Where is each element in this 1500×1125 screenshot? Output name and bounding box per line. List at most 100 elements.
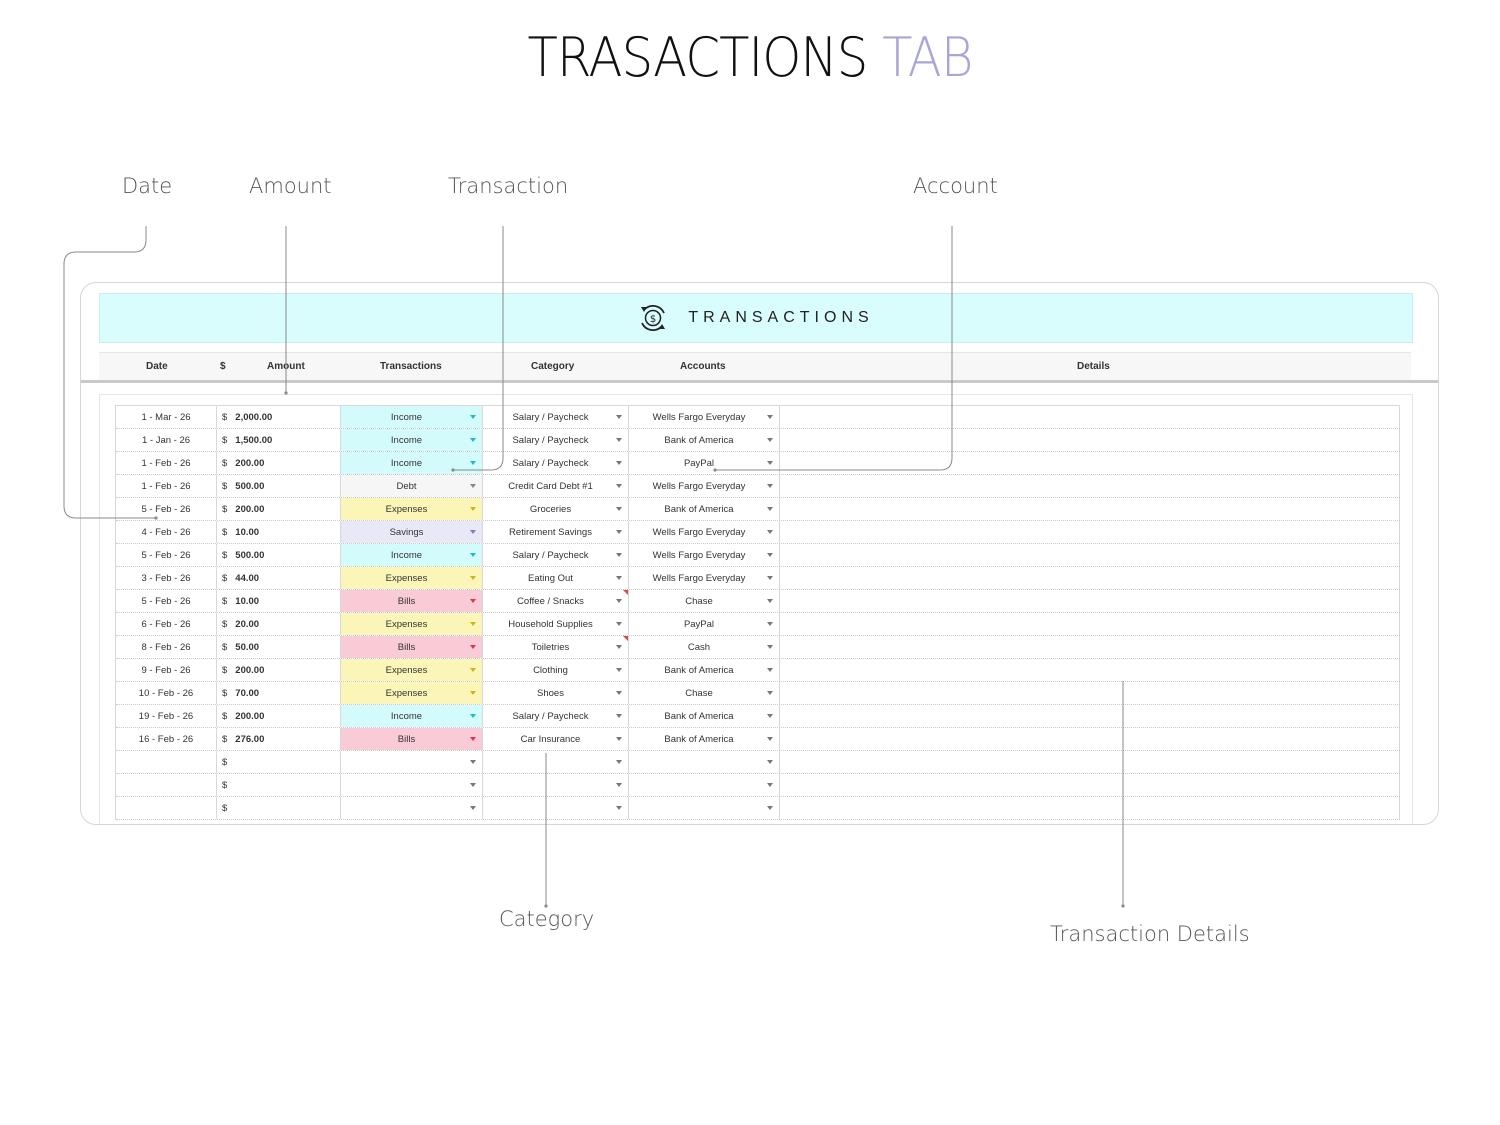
- amount-cell[interactable]: $44.00: [217, 567, 341, 589]
- details-cell[interactable]: [780, 705, 1400, 727]
- date-cell[interactable]: [116, 797, 217, 819]
- dropdown-caret-icon[interactable]: [616, 645, 622, 649]
- transaction-type-dropdown[interactable]: [341, 751, 483, 773]
- amount-cell[interactable]: $200.00: [217, 705, 341, 727]
- date-cell[interactable]: 1 - Mar - 26: [116, 406, 217, 428]
- dropdown-caret-icon[interactable]: [470, 806, 476, 810]
- category-dropdown[interactable]: Toiletries: [483, 636, 629, 658]
- transaction-type-dropdown[interactable]: Income: [341, 705, 483, 727]
- date-cell[interactable]: 1 - Jan - 26: [116, 429, 217, 451]
- account-dropdown[interactable]: Bank of America: [629, 659, 780, 681]
- dropdown-caret-icon[interactable]: [470, 622, 476, 626]
- dropdown-caret-icon[interactable]: [767, 461, 773, 465]
- account-dropdown[interactable]: Cash: [629, 636, 780, 658]
- category-dropdown[interactable]: Salary / Paycheck: [483, 452, 629, 474]
- transaction-type-dropdown[interactable]: Bills: [341, 728, 483, 750]
- dropdown-caret-icon[interactable]: [470, 714, 476, 718]
- account-dropdown[interactable]: PayPal: [629, 613, 780, 635]
- details-cell[interactable]: [780, 498, 1400, 520]
- category-dropdown[interactable]: Salary / Paycheck: [483, 406, 629, 428]
- dropdown-caret-icon[interactable]: [470, 484, 476, 488]
- dropdown-caret-icon[interactable]: [470, 530, 476, 534]
- dropdown-caret-icon[interactable]: [767, 576, 773, 580]
- amount-cell[interactable]: $: [217, 751, 341, 773]
- category-dropdown[interactable]: Clothing: [483, 659, 629, 681]
- date-cell[interactable]: 8 - Feb - 26: [116, 636, 217, 658]
- date-cell[interactable]: [116, 751, 217, 773]
- category-dropdown[interactable]: [483, 797, 629, 819]
- transaction-type-dropdown[interactable]: Bills: [341, 590, 483, 612]
- category-dropdown[interactable]: Household Supplies: [483, 613, 629, 635]
- amount-cell[interactable]: $70.00: [217, 682, 341, 704]
- amount-cell[interactable]: $: [217, 797, 341, 819]
- date-cell[interactable]: 3 - Feb - 26: [116, 567, 217, 589]
- dropdown-caret-icon[interactable]: [616, 553, 622, 557]
- account-dropdown[interactable]: Chase: [629, 682, 780, 704]
- details-cell[interactable]: [780, 613, 1400, 635]
- date-cell[interactable]: 5 - Feb - 26: [116, 498, 217, 520]
- date-cell[interactable]: 1 - Feb - 26: [116, 452, 217, 474]
- dropdown-caret-icon[interactable]: [767, 553, 773, 557]
- transaction-type-dropdown[interactable]: Expenses: [341, 682, 483, 704]
- amount-cell[interactable]: $2,000.00: [217, 406, 341, 428]
- dropdown-caret-icon[interactable]: [616, 530, 622, 534]
- transaction-type-dropdown[interactable]: Debt: [341, 475, 483, 497]
- dropdown-caret-icon[interactable]: [470, 645, 476, 649]
- account-dropdown[interactable]: PayPal: [629, 452, 780, 474]
- dropdown-caret-icon[interactable]: [616, 484, 622, 488]
- amount-cell[interactable]: $200.00: [217, 452, 341, 474]
- dropdown-caret-icon[interactable]: [767, 737, 773, 741]
- transaction-type-dropdown[interactable]: [341, 774, 483, 796]
- category-dropdown[interactable]: Credit Card Debt #1: [483, 475, 629, 497]
- transaction-type-dropdown[interactable]: Expenses: [341, 613, 483, 635]
- dropdown-caret-icon[interactable]: [616, 806, 622, 810]
- details-cell[interactable]: [780, 452, 1400, 474]
- details-cell[interactable]: [780, 406, 1400, 428]
- dropdown-caret-icon[interactable]: [470, 691, 476, 695]
- dropdown-caret-icon[interactable]: [470, 461, 476, 465]
- dropdown-caret-icon[interactable]: [767, 415, 773, 419]
- category-dropdown[interactable]: Coffee / Snacks: [483, 590, 629, 612]
- dropdown-caret-icon[interactable]: [616, 760, 622, 764]
- amount-cell[interactable]: $1,500.00: [217, 429, 341, 451]
- dropdown-caret-icon[interactable]: [470, 760, 476, 764]
- transaction-type-dropdown[interactable]: Expenses: [341, 498, 483, 520]
- category-dropdown[interactable]: Shoes: [483, 682, 629, 704]
- category-dropdown[interactable]: Salary / Paycheck: [483, 429, 629, 451]
- transaction-type-dropdown[interactable]: Income: [341, 452, 483, 474]
- dropdown-caret-icon[interactable]: [616, 691, 622, 695]
- amount-cell[interactable]: $50.00: [217, 636, 341, 658]
- date-cell[interactable]: 6 - Feb - 26: [116, 613, 217, 635]
- details-cell[interactable]: [780, 475, 1400, 497]
- date-cell[interactable]: 19 - Feb - 26: [116, 705, 217, 727]
- transaction-type-dropdown[interactable]: [341, 797, 483, 819]
- date-cell[interactable]: 10 - Feb - 26: [116, 682, 217, 704]
- dropdown-caret-icon[interactable]: [767, 484, 773, 488]
- dropdown-caret-icon[interactable]: [767, 714, 773, 718]
- amount-cell[interactable]: $500.00: [217, 475, 341, 497]
- dropdown-caret-icon[interactable]: [470, 599, 476, 603]
- account-dropdown[interactable]: Wells Fargo Everyday: [629, 567, 780, 589]
- date-cell[interactable]: 16 - Feb - 26: [116, 728, 217, 750]
- account-dropdown[interactable]: Bank of America: [629, 429, 780, 451]
- dropdown-caret-icon[interactable]: [767, 760, 773, 764]
- amount-cell[interactable]: $276.00: [217, 728, 341, 750]
- dropdown-caret-icon[interactable]: [470, 553, 476, 557]
- dropdown-caret-icon[interactable]: [616, 714, 622, 718]
- account-dropdown[interactable]: [629, 751, 780, 773]
- dropdown-caret-icon[interactable]: [470, 737, 476, 741]
- details-cell[interactable]: [780, 751, 1400, 773]
- date-cell[interactable]: 4 - Feb - 26: [116, 521, 217, 543]
- account-dropdown[interactable]: Wells Fargo Everyday: [629, 475, 780, 497]
- amount-cell[interactable]: $500.00: [217, 544, 341, 566]
- account-dropdown[interactable]: Bank of America: [629, 728, 780, 750]
- account-dropdown[interactable]: [629, 774, 780, 796]
- category-dropdown[interactable]: Salary / Paycheck: [483, 544, 629, 566]
- dropdown-caret-icon[interactable]: [616, 622, 622, 626]
- details-cell[interactable]: [780, 521, 1400, 543]
- dropdown-caret-icon[interactable]: [470, 576, 476, 580]
- details-cell[interactable]: [780, 659, 1400, 681]
- category-dropdown[interactable]: Car Insurance: [483, 728, 629, 750]
- account-dropdown[interactable]: Bank of America: [629, 498, 780, 520]
- dropdown-caret-icon[interactable]: [616, 668, 622, 672]
